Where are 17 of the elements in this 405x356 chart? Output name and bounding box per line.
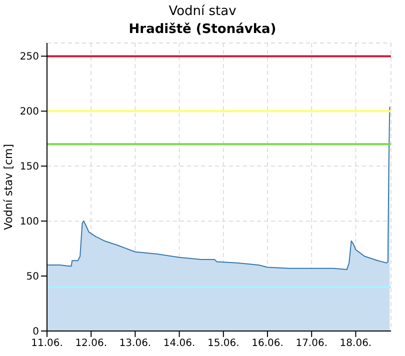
x-tick-label: 16.06. — [252, 338, 284, 350]
x-tick-label: 13.06. — [119, 338, 152, 350]
x-tick-label: 12.06. — [75, 338, 108, 350]
y-tick-label: 250 — [20, 52, 39, 63]
chart-subtitle: Hradiště (Stonávka) — [128, 22, 278, 37]
y-tick-label: 100 — [20, 216, 39, 228]
x-tick-label: 15.06. — [208, 338, 240, 350]
chart-title: Vodní stav — [168, 4, 238, 19]
y-axis-title: Vodní stav [cm] — [2, 144, 15, 230]
y-tick-label: 200 — [20, 106, 39, 118]
y-tick-label: 50 — [26, 272, 39, 283]
x-tick-label: 14.06. — [163, 338, 196, 350]
x-tick-label: 18.06. — [340, 338, 372, 350]
x-tick-label: 17.06. — [296, 338, 328, 350]
y-tick-label: 0 — [32, 326, 39, 338]
y-tick-label: 150 — [20, 162, 39, 173]
x-tick-label: 11.06. — [31, 338, 63, 350]
